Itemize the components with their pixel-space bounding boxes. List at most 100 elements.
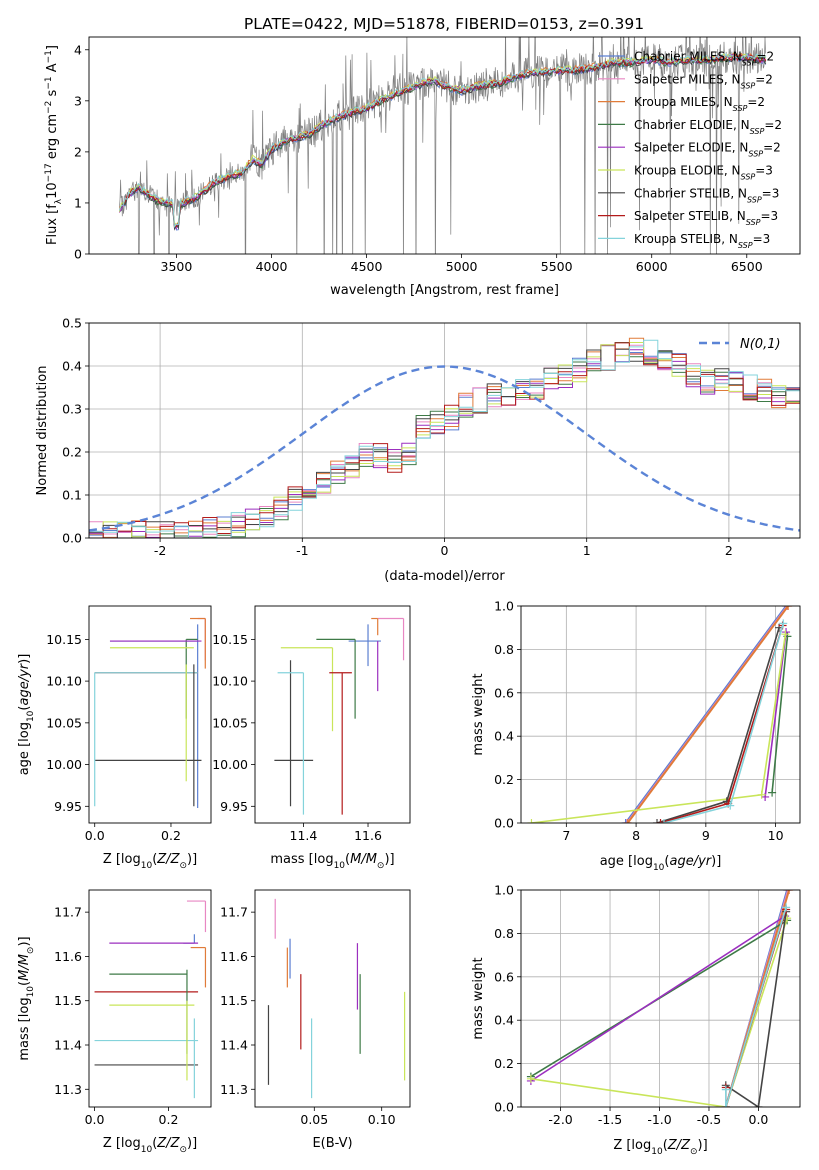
y-tick-label: 0.0 [494, 1100, 514, 1115]
weight-marker [726, 801, 735, 810]
legend-subscript: SSP [741, 81, 756, 90]
weight-marker [754, 1103, 763, 1107]
y-tick-label: 10.15 [212, 632, 248, 647]
legend-subscript: SSP [733, 104, 748, 113]
y-tick-label: 11.5 [54, 993, 82, 1008]
histogram-steps [89, 337, 800, 538]
y-tick-label: 0.4 [62, 359, 82, 374]
age_vs_Z-axes: 0.0 0.2 9.95 10.00 10.05 10.10 10.15 [46, 632, 181, 843]
weight-marker [621, 819, 630, 823]
legend-label: Salpeter STELIB, NSSP=3 [634, 209, 778, 227]
x-tick-label: 5000 [446, 259, 478, 274]
histogram-kroupa-stelib [89, 339, 800, 538]
legend-subscript: SSP [750, 126, 765, 135]
age-x-axis-label: age [log10(age/yr)] [600, 854, 722, 873]
y-tick-label: 10.10 [46, 674, 82, 689]
mass-x-axis-label-part: )] [384, 852, 394, 867]
x-tick-label: 0.2 [161, 828, 181, 843]
model-line-chabrier-stelib [119, 55, 767, 231]
x-tick-label: 4500 [351, 259, 383, 274]
legend-label: Chabrier STELIB, NSSP=3 [634, 186, 779, 204]
y-tick-label: 11.4 [54, 1038, 82, 1053]
mass-y-axis-label-part: 10 [26, 986, 36, 998]
z-axis-label-part: 10 [141, 861, 153, 871]
legend-series-name: Salpeter ELODIE, N [634, 141, 748, 155]
legend-nssp: =3 [760, 209, 778, 223]
z-x-axis-label-part: Z [log [613, 1138, 651, 1153]
spectrum-y-axis-label-part: s [45, 89, 60, 100]
weight-marker [721, 1103, 730, 1107]
y-tick-label: 9.95 [220, 799, 248, 814]
z-axis-label-part: 10 [141, 1145, 153, 1155]
legend-series-name: Kroupa MILES, N [634, 95, 733, 109]
legend-nssp: =2 [747, 95, 765, 109]
mass-x-axis-label: mass [log10(M/M⊙)] [270, 852, 394, 871]
z-x-axis-label-part: ( [663, 1138, 668, 1153]
z-axis-label-part: )] [187, 852, 197, 867]
weight-marker [527, 819, 536, 823]
weight-line [656, 627, 780, 823]
weight-marker [782, 903, 791, 912]
z-x-axis-label-part: 10 [651, 1147, 663, 1157]
y-tick-label: 9.95 [54, 799, 82, 814]
x-tick-label: 4000 [256, 259, 288, 274]
legend-nssp: =3 [753, 232, 771, 246]
legend-label: Kroupa STELIB, NSSP=3 [634, 232, 770, 250]
y-tick-label: 3 [74, 93, 82, 108]
x-tick-label: -1 [296, 543, 308, 558]
weight-marker [781, 630, 790, 639]
age_vs_mass-axes: 11.4 11.6 9.95 10.00 10.05 10.10 10.15 [212, 632, 382, 843]
weight-line [771, 636, 789, 793]
mass_vs_EBV-errorbars [267, 898, 406, 1099]
spectrum-y-axis-label-part: A [45, 63, 60, 76]
weight-marker [784, 606, 793, 610]
z-axis-label: Z [log10(Z/Z⊙)] [103, 1136, 197, 1155]
mass-y-axis-label-part: ( [17, 981, 32, 986]
weight-marker [623, 819, 632, 823]
mass-y-axis-label-part: )] [17, 936, 32, 946]
age-y-axis-label-part: )] [17, 654, 32, 664]
residuals-x-axis-label: (data-model)/error [384, 569, 505, 584]
legend-label: Salpeter ELODIE, NSSP=2 [634, 141, 781, 159]
legend-subscript: SSP [747, 195, 762, 204]
histogram-salpeter-elodie [89, 344, 800, 538]
y-tick-label: 11.3 [54, 1082, 82, 1097]
y-tick-label: 0.4 [494, 1013, 514, 1028]
legend-series-name: Kroupa STELIB, N [634, 232, 738, 246]
legend-label: N(0,1) [740, 337, 781, 352]
legend-series-name: Chabrier STELIB, N [634, 186, 747, 200]
y-tick-label: 0.2 [494, 772, 514, 787]
x-tick-label: 2 [725, 543, 733, 558]
legend-series-name: Salpeter STELIB, N [634, 209, 746, 223]
spectrum-x-axis-label: wavelength [Angstrom, rest frame] [330, 283, 559, 298]
weight-line [660, 625, 784, 823]
weight_vs_age-frame [520, 605, 801, 824]
z-x-axis-label-part: Z/Z [667, 1138, 691, 1153]
weight-marker [757, 790, 766, 799]
weight-marker [526, 1074, 535, 1083]
legend-label: Salpeter MILES, NSSP=2 [634, 72, 773, 90]
y-tick-label: 0.3 [62, 402, 82, 417]
y-tick-label: 0.8 [494, 926, 514, 941]
z-x-axis-label-part: ⊙ [690, 1147, 698, 1157]
y-tick-label: 0.1 [62, 488, 82, 503]
legend-subscript: SSP [741, 172, 756, 181]
y-tick-label: 0.2 [62, 445, 82, 460]
z-axis-label-part: Z [log [103, 1136, 141, 1151]
weight-line [624, 606, 787, 823]
y-tick-label: 1.0 [494, 599, 514, 614]
age-y-axis-label-part: 10 [26, 710, 36, 722]
x-tick-label: -2 [154, 543, 166, 558]
legend-nssp: =2 [764, 118, 782, 132]
figure-title: PLATE=0422, MJD=51878, FIBERID=0153, z=0… [244, 15, 644, 33]
x-tick-label: 11.4 [290, 828, 318, 843]
histogram-chabrier-stelib [89, 348, 800, 538]
weight-marker [783, 606, 792, 610]
model-line-chabrier-elodie [119, 55, 767, 228]
legend-label: Chabrier MILES, NSSP=2 [634, 50, 774, 68]
legend-label: Kroupa MILES, NSSP=2 [634, 95, 765, 113]
z-x-axis-label-part: )] [698, 1138, 708, 1153]
spectrum-y-axis-label-part: 10 [45, 182, 60, 199]
